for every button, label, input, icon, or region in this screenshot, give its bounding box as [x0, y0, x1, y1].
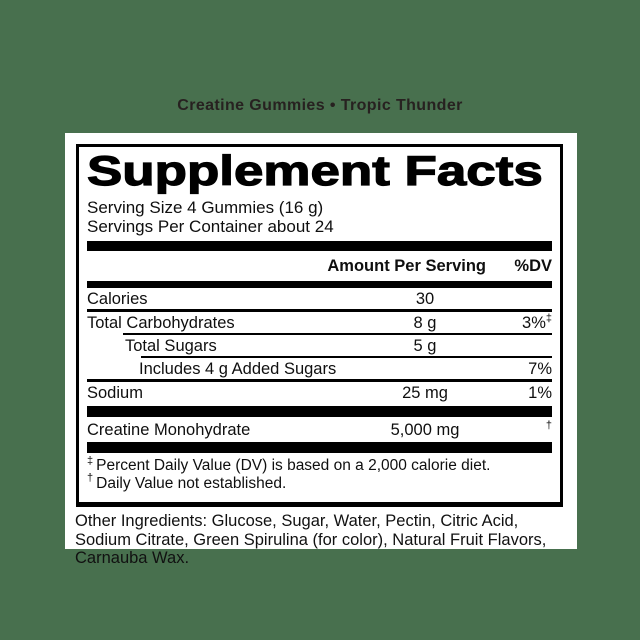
footnotes: ‡ Percent Daily Value (DV) is based on a …	[87, 454, 552, 493]
nutrient-row-added-sugars: Includes 4 g Added Sugars 7%	[87, 358, 552, 379]
footnote-text: Percent Daily Value (DV) is based on a 2…	[96, 457, 491, 474]
row-divider	[87, 379, 552, 382]
dv-footnote-marker: ‡	[545, 312, 552, 325]
nutrient-amount: 30	[415, 290, 435, 308]
product-title: Creatine Gummies • Tropic Thunder	[177, 97, 463, 114]
supplement-facts-title: Supplement Facts	[86, 147, 543, 194]
percent-dv-header: %DV	[514, 256, 552, 275]
nutrient-row-total-carbohydrates: Total Carbohydrates 8 g 3%‡	[87, 312, 552, 333]
nutrient-amount: 5 g	[413, 337, 437, 355]
other-ingredients: Other Ingredients: Glucose, Sugar, Water…	[75, 512, 547, 567]
row-divider	[123, 333, 552, 335]
dv-value: 3%	[522, 314, 546, 332]
nutrient-row-calories: Calories 30	[87, 288, 552, 309]
label-panel: Supplement Facts Serving Size 4 Gummies …	[65, 133, 577, 567]
footnote-marker: †	[87, 472, 94, 485]
nutrient-amount: 8 g	[413, 314, 437, 332]
nutrient-name: Total Sugars	[125, 337, 217, 355]
thick-divider-bar	[87, 442, 552, 453]
servings-per-container: Servings Per Container about 24	[87, 217, 334, 236]
nutrient-name: Total Carbohydrates	[87, 314, 235, 332]
nutrient-dv: 3%‡	[500, 312, 552, 332]
serving-size: Serving Size 4 Gummies (16 g)	[87, 198, 324, 217]
nutrient-dv: 7%	[500, 360, 552, 378]
dv-value: 7%	[528, 360, 552, 378]
footnote-dv-not-established: † Daily Value not established.	[87, 472, 552, 493]
thick-divider-bar	[87, 406, 552, 417]
footnote-percent-dv: ‡ Percent Daily Value (DV) is based on a …	[87, 454, 552, 475]
dv-footnote-marker: †	[545, 419, 552, 432]
nutrient-name: Sodium	[87, 384, 143, 402]
thick-divider-bar	[87, 241, 552, 251]
nutrient-row-creatine-monohydrate: Creatine Monohydrate 5,000 mg †	[87, 417, 552, 442]
row-divider	[87, 309, 552, 312]
nutrient-amount: 5,000 mg	[390, 421, 460, 439]
nutrient-amount: 25 mg	[402, 384, 448, 402]
nutrient-dv: 1%	[500, 384, 552, 402]
nutrient-name: Includes 4 g Added Sugars	[139, 360, 337, 378]
thick-divider-bar	[87, 281, 552, 288]
dv-value: 1%	[528, 384, 552, 402]
nutrient-name: Creatine Monohydrate	[87, 421, 251, 439]
column-header-row: Amount Per Serving %DV	[87, 251, 552, 281]
footnote-text: Daily Value not established.	[96, 474, 287, 492]
nutrient-row-total-sugars: Total Sugars 5 g	[87, 335, 552, 356]
supplement-facts-panel: Supplement Facts Serving Size 4 Gummies …	[76, 144, 563, 507]
nutrient-dv: †	[500, 419, 552, 439]
nutrient-name: Calories	[87, 290, 148, 308]
amount-per-serving-header: Amount Per Serving	[327, 256, 486, 275]
footnote-marker: ‡	[87, 454, 94, 467]
nutrient-row-sodium: Sodium 25 mg 1%	[87, 382, 552, 403]
row-divider	[141, 356, 552, 358]
